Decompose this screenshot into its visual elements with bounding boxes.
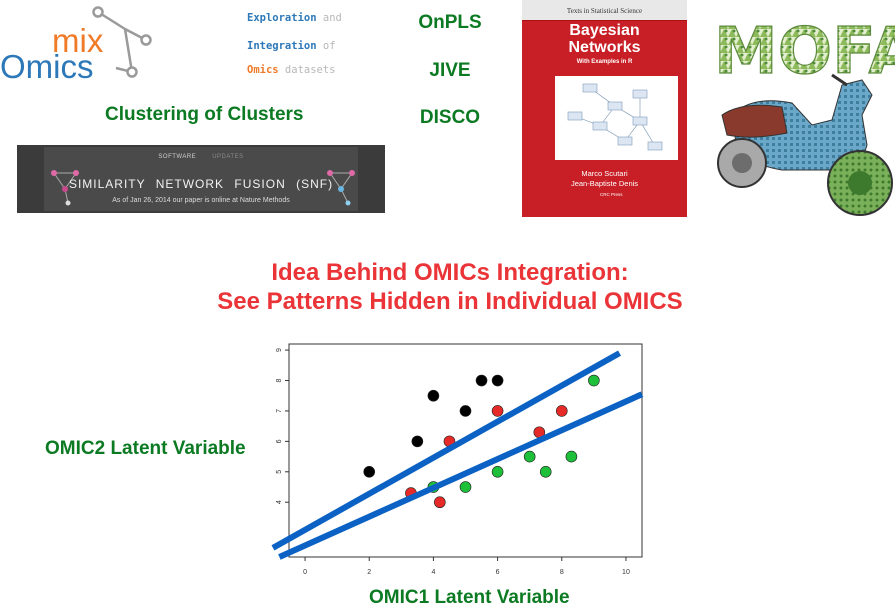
book-subtitle: With Examples in R (576, 59, 633, 65)
scatter-point (411, 435, 424, 448)
scatter-point (427, 389, 440, 402)
tagline-datasets: datasets (278, 64, 336, 76)
x-tick-label: 6 (496, 569, 500, 576)
bayesian-networks-book-cover: Texts in Statistical Science Bayesian Ne… (522, 0, 687, 217)
scatter-point (588, 374, 600, 387)
x-tick-label: 2 (367, 569, 371, 576)
snf-banner: SOFTWARE UPDATES SIMILARITY NETWORK FUSIO… (17, 145, 385, 213)
tagline-line-2: Integration of (247, 40, 336, 52)
idea-title-line-1: Idea Behind OMICs Integration: (271, 259, 629, 286)
tagline-exploration: Exploration (247, 12, 317, 24)
scatter-point (459, 481, 472, 493)
network-icon-left (51, 170, 79, 206)
tagline-line-1: Exploration and (247, 12, 342, 24)
book-series-bar (522, 0, 687, 21)
tagline-integration: Integration (247, 40, 317, 52)
scatter-point (491, 405, 504, 417)
book-title-line-2: Networks (568, 39, 641, 56)
network-diagram-icon (567, 83, 663, 151)
x-tick-label: 8 (560, 569, 564, 576)
mix-word: mix (52, 22, 104, 59)
book-series: Texts in Statistical Science (566, 7, 643, 15)
y-axis-title: OMIC2 Latent Variable (45, 438, 246, 459)
trend-lines (271, 350, 644, 560)
y-tick-label: 5 (276, 470, 283, 474)
scatter-point (363, 466, 376, 478)
x-ticks: 0 2 4 6 8 10 (303, 557, 630, 576)
method-disco: DISCO (419, 107, 481, 128)
scatter-point (491, 466, 504, 478)
snf-title: SIMILARITY NETWORK FUSION (SNF) (68, 177, 334, 191)
network-icon-right (327, 170, 355, 206)
clustering-title: Clustering of Clusters (105, 104, 304, 125)
scatter-point (475, 374, 488, 387)
snf-nav-software: SOFTWARE (158, 154, 197, 160)
book-author-2: Jean-Baptiste Denis (570, 179, 639, 188)
scatter-plot: 4 5 6 7 8 9 0 2 4 6 8 10 (271, 343, 644, 576)
snf-nav: SOFTWARE UPDATES (44, 154, 358, 160)
scatter-point (565, 450, 578, 463)
y-tick-label: 9 (276, 348, 283, 352)
scatter-point (523, 450, 536, 463)
scatter-point (555, 405, 568, 417)
mixomics-logo: mix Omics (0, 6, 152, 84)
y-tick-label: 7 (276, 409, 283, 413)
method-jive: JIVE (429, 60, 471, 81)
scatter-point (539, 466, 552, 478)
book-author-1: Marco Scutari (581, 169, 628, 178)
mofa-word: MOFA (714, 15, 895, 89)
y-ticks: 4 5 6 7 8 9 (276, 348, 289, 504)
y-tick-label: 4 (276, 500, 283, 504)
mofa-logo: MOFA (713, 14, 895, 216)
trend-line (271, 350, 622, 551)
plot-frame (288, 343, 643, 558)
snf-nav-updates: UPDATES (212, 154, 244, 160)
idea-title-line-2: See Patterns Hidden in Individual OMICS (217, 288, 683, 315)
x-tick-label: 4 (431, 569, 435, 576)
omics-word: Omics (0, 48, 94, 84)
scatter-point (459, 405, 472, 417)
snf-subtitle: As of Jan 26, 2014 our paper is online a… (112, 197, 290, 204)
x-tick-label: 10 (622, 569, 630, 576)
book-publisher: CRC Press (600, 192, 623, 197)
x-tick-label: 0 (303, 569, 307, 576)
method-onpls: OnPLS (418, 12, 482, 33)
tagline-and: and (316, 12, 342, 24)
scatter-point (434, 496, 446, 509)
scatter-point (491, 374, 504, 387)
scatter-points (363, 374, 600, 509)
y-tick-label: 8 (276, 378, 283, 382)
y-tick-label: 6 (276, 439, 283, 443)
tagline-line-3: Omics datasets (247, 64, 336, 76)
tagline-omics: Omics (247, 64, 279, 76)
book-network-diagram (555, 76, 678, 160)
tagline-of: of (316, 40, 336, 52)
trend-line (278, 391, 644, 560)
x-axis-title: OMIC1 Latent Variable (369, 587, 570, 608)
book-title-line-1: Bayesian (569, 22, 640, 39)
